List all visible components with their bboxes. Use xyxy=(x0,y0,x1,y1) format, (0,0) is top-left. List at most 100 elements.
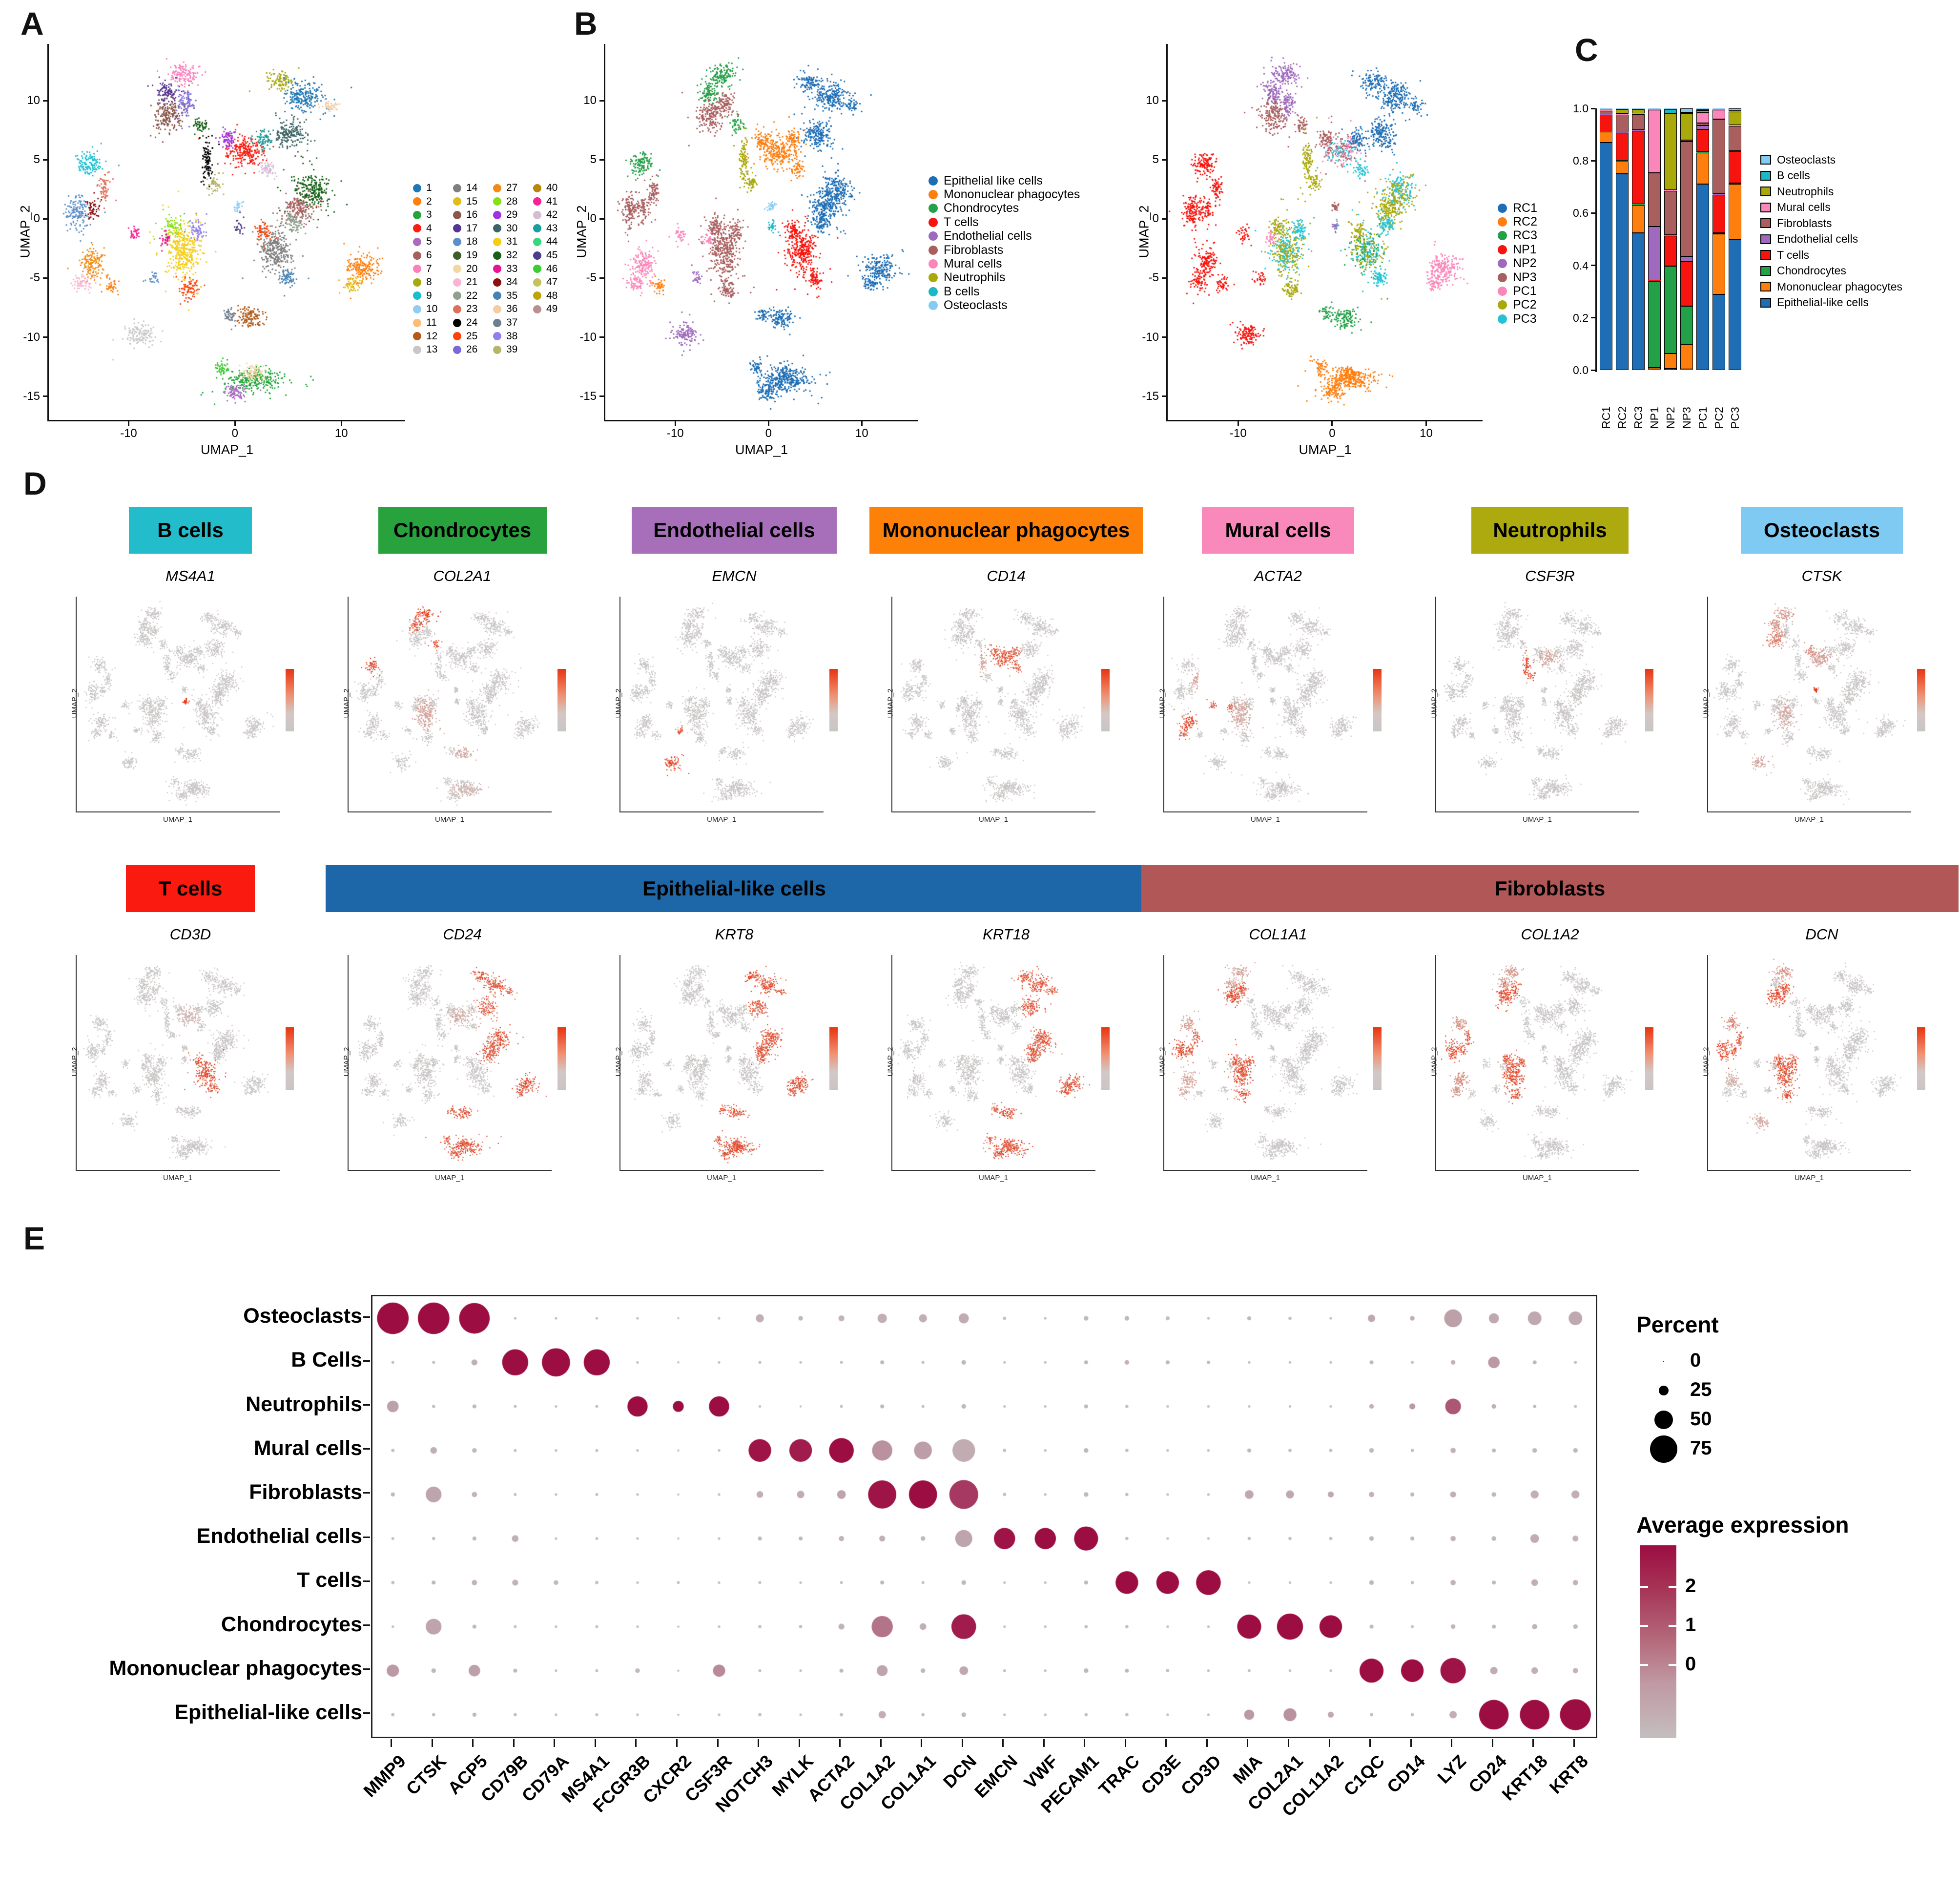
panel-c-bar-segment xyxy=(1712,108,1725,109)
sample-legend-item: RC3 xyxy=(1498,229,1537,243)
feature-x-axis-line xyxy=(1707,811,1911,812)
panel-c-y-tick-mark xyxy=(1591,212,1595,214)
cluster-number-label: 13 xyxy=(426,344,438,355)
cluster-number-label: 27 xyxy=(506,182,518,193)
panel-c-bar-segment xyxy=(1616,109,1629,114)
panel-c-x-category-label: RC2 xyxy=(1616,406,1629,429)
cluster-color-dot-icon xyxy=(493,210,501,219)
expression-colorbar-tick-mark xyxy=(1640,1586,1648,1588)
cluster-number-label: 4 xyxy=(426,222,432,234)
dotplot-gene-tick-mark xyxy=(758,1739,760,1747)
feature-x-axis-title: UMAP_1 xyxy=(163,815,193,824)
celltype-legend-item: T cells xyxy=(928,215,979,229)
cluster-color-dot-icon xyxy=(413,345,421,354)
sample-legend-item: NP3 xyxy=(1498,270,1537,284)
panel-c-bar-segment xyxy=(1680,306,1693,344)
panel-c-bar-segment xyxy=(1664,369,1677,370)
panel-c-bar-segment xyxy=(1680,141,1693,257)
feature-y-axis-title: UMAP_2 xyxy=(614,1047,623,1077)
feature-umap-canvas xyxy=(1164,955,1367,1170)
cluster-legend-item: 21 xyxy=(453,276,477,289)
panel-c-legend-key-icon xyxy=(1760,297,1771,308)
cluster-legend-item: 13 xyxy=(413,343,437,356)
percent-legend-value: 50 xyxy=(1690,1408,1712,1430)
sample-legend-item: PC1 xyxy=(1498,284,1537,298)
feature-y-axis-line xyxy=(76,955,77,1171)
cluster-number-label: 44 xyxy=(546,236,558,248)
cluster-legend-item: 36 xyxy=(493,303,517,315)
celltype-legend-item: Epithelial like cells xyxy=(928,174,1043,187)
feature-x-axis-title: UMAP_1 xyxy=(706,1174,737,1182)
celltype-color-dot-icon xyxy=(928,189,938,199)
cluster-number-label: 32 xyxy=(506,249,518,261)
y-tick-mark xyxy=(43,336,47,338)
panel-c-bar-segment xyxy=(1648,281,1661,368)
feature-umap-canvas xyxy=(349,955,552,1170)
dotplot-gene-tick-mark xyxy=(1573,1739,1575,1747)
dotplot-row-label: Mural cells xyxy=(253,1436,362,1460)
sample-color-dot-icon xyxy=(1498,217,1507,227)
feature-y-axis-title: UMAP_2 xyxy=(1702,688,1711,718)
panel-b-sample-umap-y-axis-line xyxy=(1166,44,1168,421)
panel-c-bar-segment xyxy=(1729,111,1741,125)
panel-c-bar-segment xyxy=(1680,344,1693,369)
panel-e-label: E xyxy=(23,1220,45,1256)
cluster-legend-item: 1 xyxy=(413,182,432,194)
panel-c-legend-key-icon xyxy=(1760,282,1771,291)
celltype-header-fibroblasts: Fibroblasts xyxy=(1141,865,1959,912)
panel-c-x-category-label: PC1 xyxy=(1696,407,1709,429)
cluster-number-label: 17 xyxy=(466,222,478,234)
panel-c-bar-segment xyxy=(1680,369,1693,370)
panel-c-legend-label: Epithelial-like cells xyxy=(1777,296,1869,309)
panel-c-bar-segment xyxy=(1664,236,1677,266)
dotplot-row-label: Osteoclasts xyxy=(243,1304,362,1328)
feature-y-axis-title: UMAP_2 xyxy=(1430,1047,1439,1077)
cluster-color-dot-icon xyxy=(453,224,461,233)
panel-c-x-category-label: NP1 xyxy=(1648,407,1661,429)
panel-c-legend-label: Mononuclear phagocytes xyxy=(1777,280,1902,293)
feature-gene-label: COL2A1 xyxy=(433,567,492,584)
feature-colorbar xyxy=(286,669,294,731)
panel-c-bar-segment xyxy=(1664,190,1677,235)
dotplot-gene-tick-mark xyxy=(554,1739,556,1747)
panel-c-legend-label: Osteoclasts xyxy=(1777,153,1836,166)
y-tick-mark xyxy=(1162,159,1166,161)
panel-b-celltype-umap-y-axis-line xyxy=(604,44,605,421)
dotplot-gene-tick-mark xyxy=(1328,1739,1330,1747)
cluster-legend-item: 35 xyxy=(493,290,517,302)
cluster-legend-item: 38 xyxy=(493,330,517,343)
panel-c-y-tick-mark xyxy=(1591,107,1595,109)
feature-colorbar xyxy=(1101,669,1110,731)
sample-color-dot-icon xyxy=(1498,231,1507,241)
feature-y-axis-line xyxy=(348,955,349,1171)
y-tick-mark xyxy=(599,277,604,279)
panel-c-bar-segment xyxy=(1712,110,1725,119)
feature-y-axis-title: UMAP_2 xyxy=(886,688,895,718)
feature-umap-plot-acta2: UMAP_1 UMAP_2 xyxy=(1158,597,1383,831)
feature-y-axis-line xyxy=(1435,597,1436,812)
feature-x-axis-title: UMAP_1 xyxy=(1250,1174,1280,1182)
y-tick-mark xyxy=(1162,277,1166,279)
celltype-legend-item: Endothelial cells xyxy=(928,229,1032,243)
feature-y-axis-line xyxy=(891,597,892,812)
panel-a-umap-canvas xyxy=(49,44,405,420)
panel-c-bar-segment xyxy=(1696,110,1709,113)
celltype-header-mononuclear-phagocytes: Mononuclear phagocytes xyxy=(869,507,1143,554)
feature-x-axis-line xyxy=(619,811,824,812)
panel-c-legend-key-icon xyxy=(1760,187,1771,196)
feature-x-axis-line xyxy=(891,1170,1095,1171)
cluster-color-dot-icon xyxy=(533,210,541,219)
cluster-legend-item: 17 xyxy=(453,222,477,235)
dotplot-gene-tick-mark xyxy=(676,1739,678,1747)
dotplot-row-tick-mark xyxy=(363,1624,370,1626)
feature-umap-canvas xyxy=(77,597,280,811)
dotplot-gene-tick-mark xyxy=(961,1739,963,1747)
y-tick-label: 10 xyxy=(583,94,597,107)
feature-y-axis-title: UMAP_2 xyxy=(70,1047,79,1077)
cluster-legend-item: 5 xyxy=(413,235,432,248)
panel-c-bar-segment xyxy=(1632,114,1645,130)
y-tick-mark xyxy=(599,218,604,220)
cluster-legend-item: 42 xyxy=(533,208,557,221)
panel-c-legend-item: Chondrocytes xyxy=(1760,264,1846,278)
panel-c-bar-segment xyxy=(1712,294,1725,370)
